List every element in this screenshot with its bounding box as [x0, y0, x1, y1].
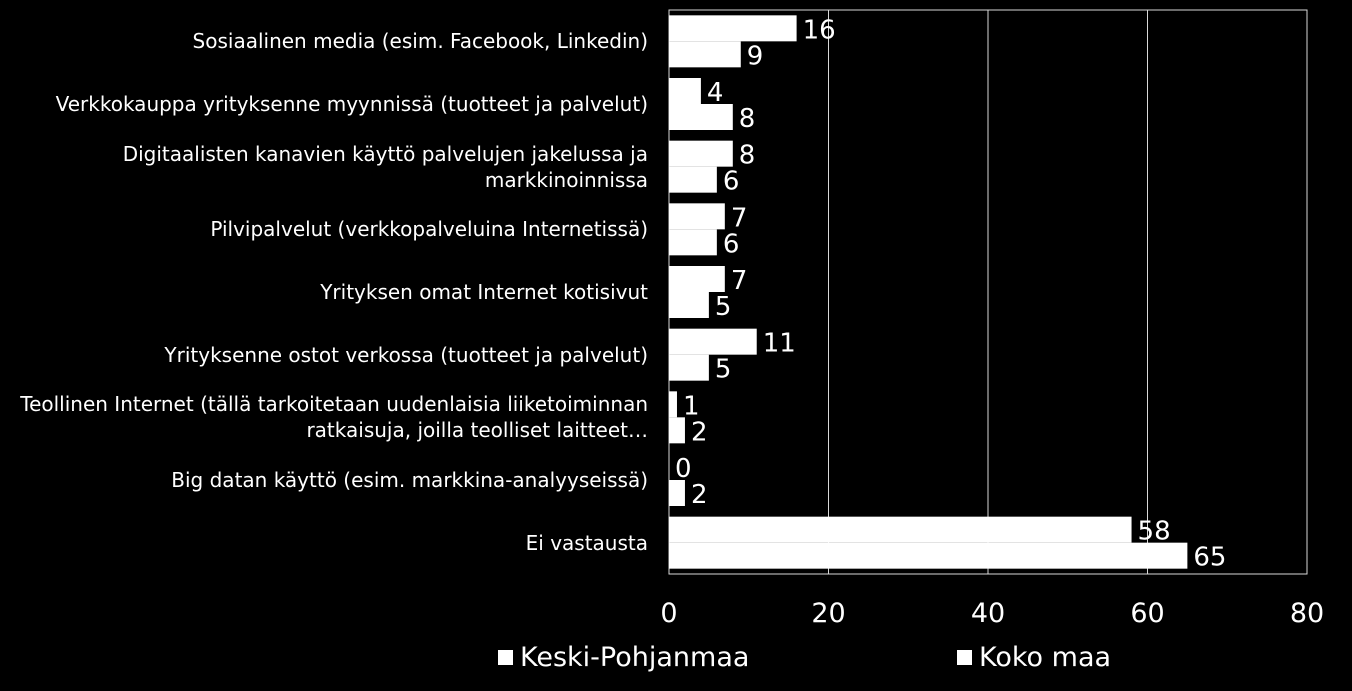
bar-keski-pohjanmaa [669, 328, 757, 355]
data-label: 7 [731, 203, 748, 233]
bar-keski-pohjanmaa [669, 391, 677, 418]
category-label: Ei vastausta [525, 530, 648, 555]
bar-keski-pohjanmaa [669, 15, 797, 42]
x-tick-label: 40 [971, 598, 1005, 629]
data-label: 5 [715, 292, 732, 322]
x-tick-label: 0 [660, 598, 677, 629]
category-label: Teollinen Internet (tällä tarkoitetaan u… [20, 392, 648, 443]
x-tick-label: 20 [811, 598, 845, 629]
data-label: 65 [1193, 543, 1226, 573]
category-label: Pilvipalvelut (verkkopalveluina Internet… [210, 217, 648, 242]
bar-koko-maa [669, 292, 709, 318]
x-tick-label: 80 [1290, 598, 1324, 629]
legend-item-keski-pohjanmaa: Keski-Pohjanmaa [498, 642, 749, 673]
data-label: 16 [803, 15, 836, 45]
category-label: Sosiaalinen media (esim. Facebook, Linke… [192, 29, 648, 54]
bar-koko-maa [669, 41, 741, 68]
category-label: Yrityksenne ostot verkossa (tuotteet ja … [164, 342, 648, 367]
data-label: 9 [747, 41, 764, 71]
data-label: 2 [691, 417, 708, 447]
data-label: 8 [739, 104, 756, 134]
data-label: 0 [675, 454, 692, 484]
bar-koko-maa [669, 417, 685, 444]
data-label: 8 [739, 141, 756, 171]
data-label: 5 [715, 355, 732, 385]
legend-swatch-icon [957, 650, 972, 665]
category-label: Verkkokauppa yrityksenne myynnissä (tuot… [55, 92, 648, 116]
data-label: 1 [683, 391, 700, 421]
bar-koko-maa [669, 354, 709, 381]
data-label: 7 [731, 266, 748, 296]
data-label: 6 [723, 229, 740, 259]
bar-koko-maa [669, 542, 1188, 569]
category-label: Yrityksen omat Internet kotisivut [320, 280, 648, 304]
data-label: 4 [707, 78, 724, 108]
bar-keski-pohjanmaa [669, 266, 725, 292]
data-label: 6 [723, 167, 740, 197]
bar-koko-maa [669, 104, 733, 130]
data-label: 2 [691, 480, 708, 510]
bar-keski-pohjanmaa [669, 516, 1132, 543]
legend-item-koko-maa: Koko maa [957, 642, 1111, 673]
category-label: Big datan käyttö (esim. markkina-analyys… [171, 468, 648, 492]
legend-label: Keski-Pohjanmaa [520, 642, 750, 673]
bar-koko-maa [669, 229, 717, 256]
data-label: 58 [1138, 517, 1171, 547]
category-label: Digitaalisten kanavien käyttö palvelujen… [122, 141, 648, 192]
legend-swatch-icon [498, 650, 513, 665]
bar-koko-maa [669, 480, 685, 506]
x-tick-label: 60 [1130, 598, 1164, 629]
data-label: 11 [763, 329, 796, 359]
bar-keski-pohjanmaa [669, 140, 733, 167]
bar-keski-pohjanmaa [669, 203, 725, 230]
bar-keski-pohjanmaa [669, 78, 701, 104]
bar-koko-maa [669, 166, 717, 193]
legend-label: Koko maa [979, 642, 1112, 673]
